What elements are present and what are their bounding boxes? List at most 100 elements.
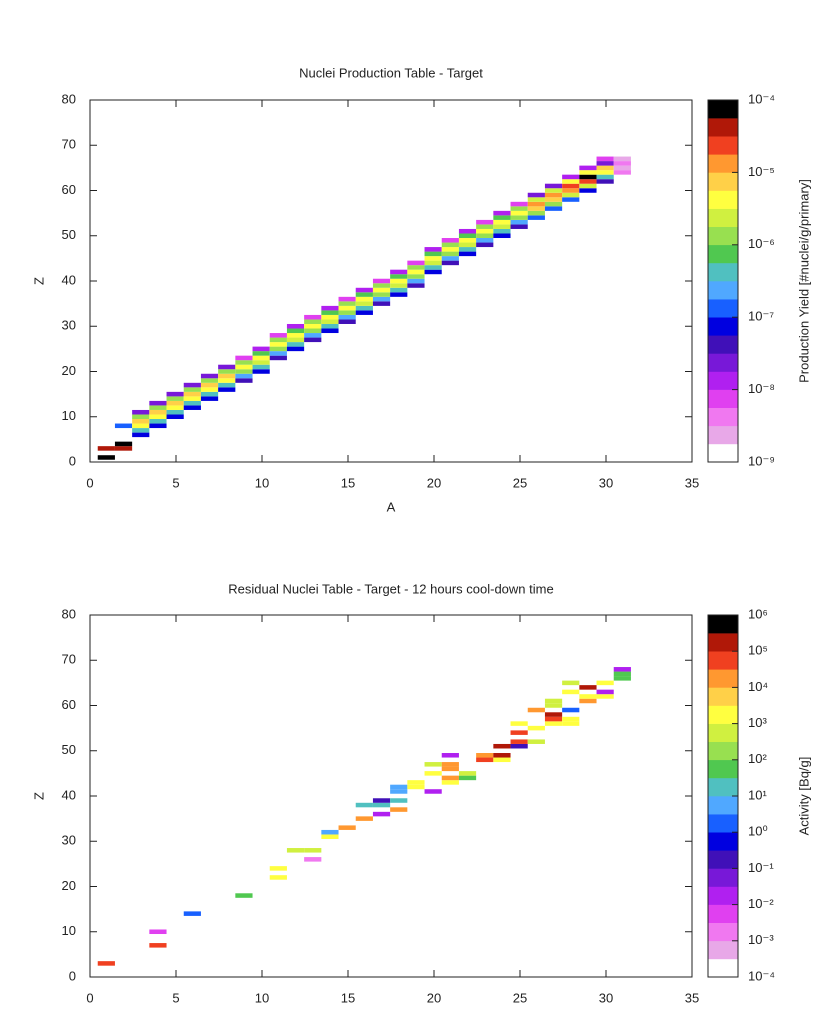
heatmap-cell [235, 893, 253, 898]
x-tick-label: 10 [255, 475, 269, 490]
colorbar-band [708, 759, 738, 779]
heatmap-cell [355, 310, 373, 315]
heatmap-cell [596, 174, 614, 180]
heatmap-cell [407, 283, 425, 288]
colorbar-band [708, 299, 738, 318]
colorbar-band [708, 687, 738, 706]
heatmap-cell [424, 247, 442, 252]
heatmap-cell [269, 355, 287, 361]
heatmap-cell [218, 378, 236, 383]
heatmap-cell [372, 283, 391, 288]
heatmap-cell [390, 274, 408, 279]
colorbar-tick-label: 10⁻⁶ [748, 236, 775, 251]
heatmap-cell [424, 789, 442, 794]
heatmap-cell [269, 333, 287, 338]
heatmap-cell [269, 346, 287, 352]
heatmap-cell [97, 961, 115, 966]
heatmap-cell [183, 396, 201, 401]
y-tick-label: 80 [62, 91, 76, 106]
heatmap-cell [304, 328, 322, 334]
heatmap-cell [493, 228, 511, 234]
heatmap-cell [579, 174, 597, 180]
heatmap-cell [132, 432, 150, 438]
heatmap-cell [527, 210, 545, 216]
x-tick-label: 30 [599, 990, 613, 1005]
heatmap-cell [286, 323, 305, 329]
y-tick-label: 0 [69, 453, 76, 468]
heatmap-cell [613, 156, 631, 162]
heatmap-cell [321, 310, 339, 315]
heatmap-cell [372, 301, 391, 306]
heatmap-cell [562, 689, 580, 695]
heatmap-cell [441, 251, 459, 257]
heatmap-cell [390, 807, 408, 812]
heatmap-cell [613, 165, 631, 171]
heatmap-cell [252, 369, 270, 374]
chart-title: Residual Nuclei Table - Target - 12 hour… [228, 581, 553, 596]
heatmap-cell [424, 260, 442, 266]
heatmap-cell [544, 703, 563, 708]
heatmap-cell [132, 423, 150, 429]
colorbar-band [708, 226, 738, 246]
heatmap-cell [286, 328, 305, 334]
heatmap-cell [510, 201, 528, 207]
heatmap-cell [321, 829, 339, 835]
colorbar-tick-label: 10⁻² [748, 896, 774, 911]
heatmap-cell [304, 319, 322, 324]
y-axis-label: Z [31, 792, 46, 800]
colorbar-band [708, 741, 738, 761]
colorbar-tick-label: 10⁻⁵ [748, 164, 775, 179]
heatmap-cell [218, 382, 236, 388]
y-tick-label: 70 [62, 652, 76, 667]
heatmap-cell [613, 667, 631, 672]
colorbar-tick-label: 10⁻⁸ [748, 381, 775, 396]
y-tick-label: 40 [62, 787, 76, 802]
x-tick-label: 25 [513, 475, 527, 490]
colorbar-band [708, 850, 738, 869]
colorbar-band [708, 262, 738, 282]
heatmap-cell [321, 328, 339, 334]
heatmap-cell [441, 753, 459, 758]
heatmap-cell [476, 219, 494, 225]
heatmap-cell [493, 757, 511, 763]
heatmap-cell [321, 319, 339, 324]
heatmap-cell [527, 215, 545, 220]
x-tick-label: 20 [427, 475, 441, 490]
heatmap-cell [183, 405, 201, 410]
heatmap-cell [562, 716, 580, 722]
heatmap-cell [424, 771, 442, 776]
heatmap-cell [286, 342, 305, 347]
heatmap-cell [304, 323, 322, 329]
heatmap-cell [355, 292, 373, 297]
heatmap-cell [510, 721, 528, 726]
colorbar-tick-label: 10⁻³ [748, 932, 774, 947]
y-tick-label: 10 [62, 408, 76, 423]
heatmap-cell [527, 739, 545, 744]
x-tick-label: 15 [341, 475, 355, 490]
colorbar-frame [707, 99, 739, 463]
colorbar-band [708, 136, 738, 155]
heatmap-cell [372, 802, 391, 808]
heatmap-cell [97, 446, 115, 451]
heatmap-cell [493, 224, 511, 229]
heatmap-cell [390, 789, 408, 794]
heatmap-cell [476, 242, 494, 248]
heatmap-cell [476, 238, 494, 243]
heatmap-cell [390, 283, 408, 288]
colorbar-band [708, 154, 738, 173]
heatmap-cell [596, 694, 614, 699]
colorbar-tick-label: 10⁵ [748, 643, 768, 658]
colorbar-tick-label: 10⁻¹ [748, 860, 774, 875]
heatmap-cell [390, 278, 408, 284]
heatmap-cell [613, 676, 631, 681]
heatmap-cell [269, 342, 287, 347]
heatmap-cell [544, 721, 563, 726]
heatmap-cell [390, 292, 408, 297]
heatmap-cell [183, 400, 201, 406]
heatmap-cell [355, 296, 373, 302]
colorbar-band [708, 796, 738, 815]
x-tick-label: 10 [255, 990, 269, 1005]
heatmap-cell [476, 228, 494, 234]
colorbar-tick-label: 10¹ [748, 787, 767, 802]
